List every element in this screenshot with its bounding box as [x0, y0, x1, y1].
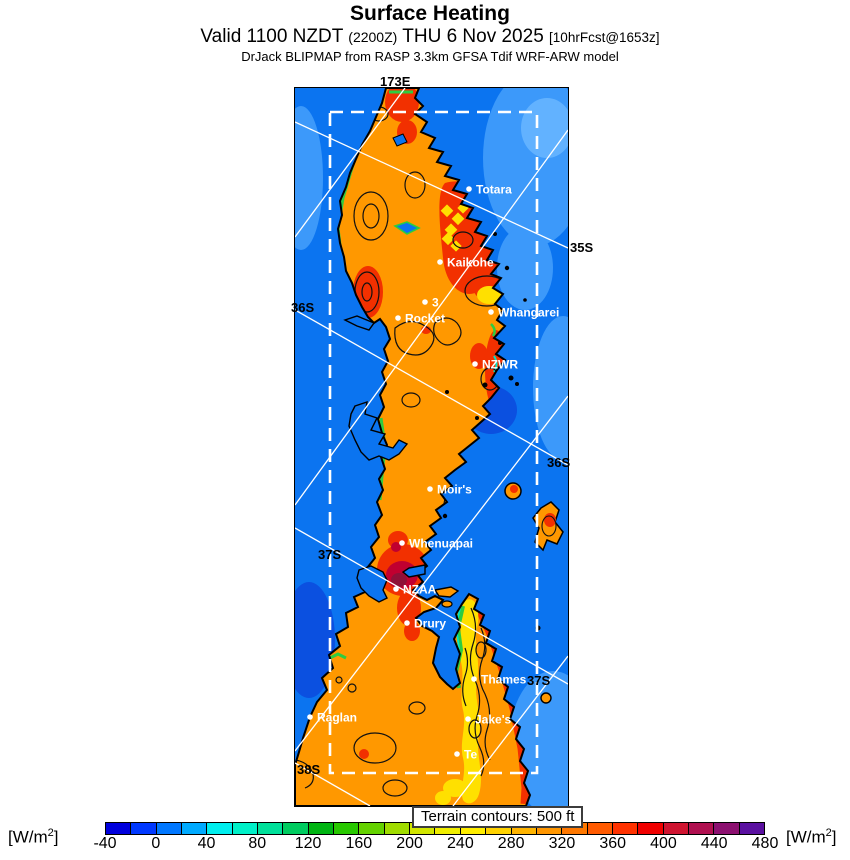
site-marker — [404, 620, 410, 626]
colorbar-segment — [384, 823, 411, 834]
site-marker — [472, 361, 478, 367]
site-marker — [399, 540, 405, 546]
site-marker — [427, 486, 433, 492]
site-label: Whangarei — [498, 306, 559, 320]
colorbar-tick-label: -40 — [93, 835, 117, 852]
site-marker — [395, 315, 401, 321]
site-marker — [466, 186, 472, 192]
colorbar-segment — [283, 823, 309, 834]
site-label: Thames — [481, 673, 527, 687]
colorbar-tick-label: 0 — [151, 835, 161, 852]
colorbar-segment — [562, 823, 588, 834]
colorbar-segment — [612, 823, 639, 834]
colorbar-tick-label: 280 — [497, 835, 525, 852]
colorbar-segment — [182, 823, 208, 834]
header: Surface Heating Valid 1100 NZDT (2200Z) … — [0, 2, 850, 64]
colorbar-ticks: -40 0 40 80 120 160 200 240 280 320 360 400 440 480 — [93, 835, 778, 855]
colorbar-tick-label: 480 — [751, 835, 779, 852]
colorbar-segment — [156, 823, 183, 834]
colorbar-unit-left: [W/m2] — [8, 827, 59, 847]
graticule-label: 37S — [527, 673, 551, 688]
site-marker — [307, 714, 313, 720]
site-label: NZAA — [403, 583, 437, 597]
colorbar-segment — [587, 823, 613, 834]
site-label: Kaikohe — [447, 256, 494, 270]
graticule-label: 35S — [570, 240, 594, 255]
colorbar-segment — [410, 823, 436, 834]
colorbar-segment — [359, 823, 385, 834]
site-marker — [422, 299, 428, 305]
site-label: Whenuapai — [409, 537, 473, 551]
forecast-map: Totara Kaikohe 3 Rocket Whangarei NZWR Moir's W… — [294, 87, 569, 807]
site-marker — [393, 586, 399, 592]
page-title: Surface Heating — [350, 2, 510, 25]
colorbar-segment — [258, 823, 284, 834]
graticule — [295, 88, 568, 806]
model-line: DrJack BLIPMAP from RASP 3.3km GFSA Tdif… — [241, 49, 619, 64]
colorbar-segment — [739, 823, 764, 834]
site-label: Jake's — [475, 713, 512, 727]
graticule-label: 173E — [380, 74, 411, 89]
colorbar-tick-label: 40 — [197, 835, 216, 852]
site-label: NZWR — [482, 358, 518, 372]
sites-layer: Totara Kaikohe 3 Rocket Whangarei NZWR Moir's W… — [307, 183, 559, 762]
islands — [433, 232, 564, 704]
colorbar-segment — [688, 823, 715, 834]
site-marker — [471, 676, 477, 682]
colorbar-segment — [131, 823, 157, 834]
domain-boundary — [328, 110, 539, 775]
valid-line: Valid 1100 NZDT (2200Z) THU 6 Nov 2025 [… — [0, 26, 850, 49]
harbours — [343, 315, 426, 603]
colorbar-tick-label: 160 — [345, 835, 373, 852]
colorbar-tick-label: 400 — [650, 835, 677, 852]
colorbar-segment — [232, 823, 259, 834]
colorbar-segment — [511, 823, 537, 834]
colorbar-segment — [486, 823, 512, 834]
colorbar-segment — [106, 823, 132, 834]
colorbar-tick-label: 440 — [700, 835, 728, 852]
site-label: Rocket — [405, 312, 445, 326]
colorbar-segment — [308, 823, 335, 834]
valid-date: THU 6 Nov 2025 — [402, 26, 544, 47]
colorbar-segment — [435, 823, 461, 834]
graticule-label: 38S — [297, 762, 321, 777]
graticule-label: 36S — [291, 300, 315, 315]
colorbar-tick-label: 320 — [548, 835, 576, 852]
colorbar-segment — [207, 823, 233, 834]
colorbar-segment — [334, 823, 360, 834]
valid-zulu: (2200Z) — [348, 29, 398, 45]
site-label: Drury — [414, 617, 446, 631]
colorbar-unit-right: [W/m2] — [786, 827, 837, 847]
colorbar-segment — [714, 823, 740, 834]
colorbar-segment — [638, 823, 664, 834]
site-label: Raglan — [317, 711, 357, 725]
site-label: 3 — [432, 296, 439, 310]
colorbar-segment — [536, 823, 563, 834]
site-marker — [465, 716, 471, 722]
colorbar-segment — [663, 823, 689, 834]
site-label: Totara — [476, 183, 512, 197]
site-marker — [488, 309, 494, 315]
valid-time: Valid 1100 NZDT — [200, 26, 343, 47]
colorbar-segment — [460, 823, 487, 834]
graticule-label: 37S — [318, 547, 342, 562]
map-svg: Totara Kaikohe 3 Rocket Whangarei NZWR Moir's W… — [295, 88, 568, 806]
colorbar-tick-label: 80 — [248, 835, 267, 852]
terrain-note: Terrain contours: 500 ft — [412, 806, 584, 828]
colorbar-tick-label: 120 — [294, 835, 322, 852]
site-marker — [437, 259, 443, 265]
site-label: Moir's — [437, 483, 472, 497]
colorbar-tick-label: 240 — [447, 835, 474, 852]
graticule-label: 36S — [547, 455, 571, 470]
site-marker — [454, 751, 460, 757]
colorbar-tick-label: 360 — [599, 835, 627, 852]
site-label: Te — [464, 748, 477, 762]
colorbar-tick-label: 200 — [396, 835, 423, 852]
forecast-tag: [10hrFcst@1653z] — [549, 30, 660, 45]
